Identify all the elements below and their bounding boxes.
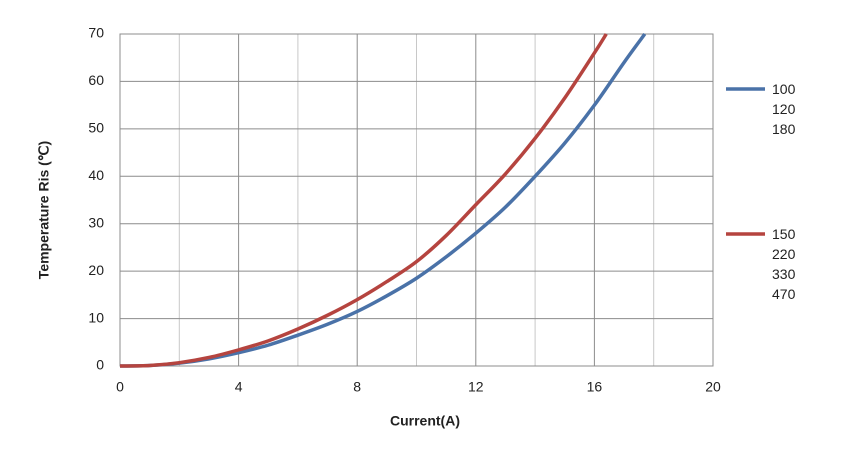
y-tick-label: 60 (88, 72, 104, 88)
series-line (120, 33, 608, 368)
x-tick-label: 4 (235, 379, 243, 395)
y-axis-label: Temperature Ris (℃) (36, 141, 52, 279)
x-tick-label: 0 (116, 379, 124, 395)
y-tick-label: 20 (88, 262, 104, 278)
x-tick-label: 12 (468, 379, 484, 395)
y-tick-label: 30 (88, 214, 104, 230)
x-axis-label: Current(A) (390, 413, 460, 429)
y-tick-label: 70 (88, 25, 104, 41)
plot-frame (119, 33, 714, 367)
legend-label: 100 120 180 (772, 81, 796, 137)
y-tick-label: 50 (88, 120, 104, 136)
y-tick-label: 40 (88, 167, 104, 183)
x-tick-label: 8 (353, 379, 361, 395)
series-line (120, 32, 647, 368)
x-tick-label: 20 (705, 379, 721, 395)
x-tick-label: 16 (587, 379, 603, 395)
y-tick-label: 10 (88, 309, 104, 325)
y-tick-label: 0 (96, 357, 104, 373)
legend-label: 150 220 330 470 (772, 226, 796, 302)
